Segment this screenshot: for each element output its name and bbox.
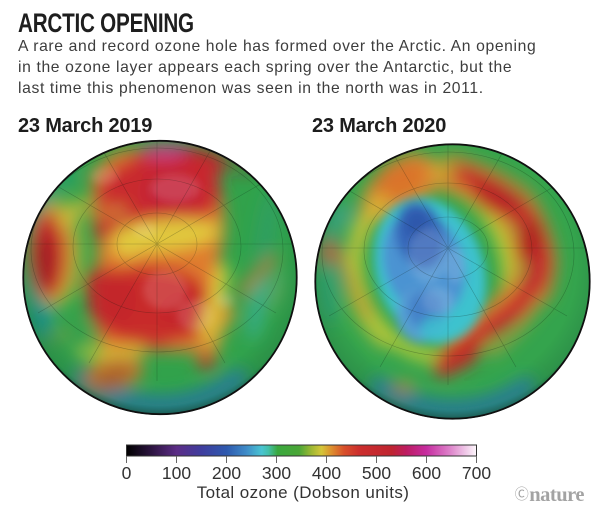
- svg-text:400: 400: [312, 463, 341, 483]
- svg-text:0: 0: [122, 463, 132, 483]
- svg-text:Total ozone (Dobson units): Total ozone (Dobson units): [197, 483, 410, 502]
- svg-text:200: 200: [212, 463, 241, 483]
- svg-text:500: 500: [362, 463, 391, 483]
- svg-text:300: 300: [262, 463, 291, 483]
- svg-text:700: 700: [462, 463, 491, 483]
- svg-text:100: 100: [162, 463, 191, 483]
- svg-text:600: 600: [412, 463, 441, 483]
